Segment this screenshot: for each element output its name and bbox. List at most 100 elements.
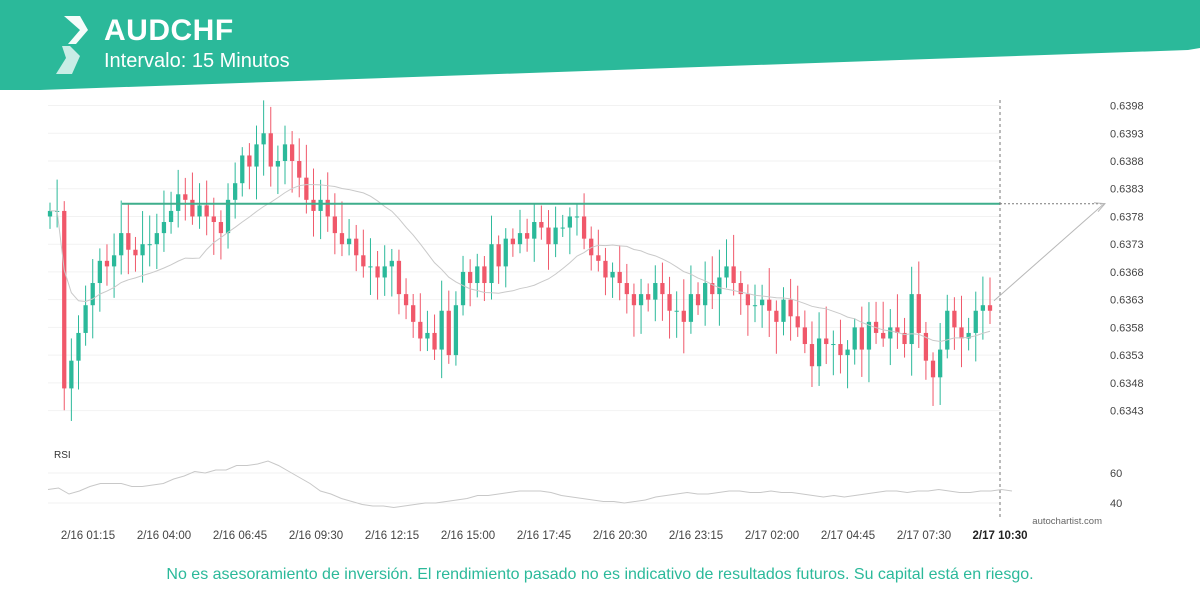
candle-body <box>603 260 608 278</box>
banner-shape <box>0 0 1200 90</box>
bearish-candle <box>432 314 437 360</box>
candle-body <box>660 283 665 295</box>
current-time-label: 2/17 10:30 <box>973 530 1028 542</box>
bullish-candle <box>76 315 81 390</box>
bearish-candle <box>952 297 957 350</box>
candle-body <box>325 199 330 217</box>
candle-body <box>710 283 715 295</box>
time-axis: 2/16 01:15 2/16 04:00 2/16 06:45 2/16 09:30… <box>61 516 1102 542</box>
time-tick-label: 2/16 17:45 <box>517 530 571 542</box>
candle-body <box>225 199 231 234</box>
candle-body <box>453 305 459 356</box>
candle-body <box>802 327 807 345</box>
candle-body <box>496 244 501 267</box>
bullish-candle <box>674 291 679 338</box>
bearish-candle <box>859 306 864 377</box>
candle-body <box>204 205 209 217</box>
candle-body <box>168 210 174 223</box>
bullish-candle <box>945 294 950 359</box>
time-tick-label: 2/16 06:45 <box>213 530 267 542</box>
bullish-candle <box>759 284 765 328</box>
candle-body <box>140 244 145 256</box>
candle-body <box>183 194 188 200</box>
bearish-candle <box>710 256 715 310</box>
projection-arrow-line <box>993 203 1105 302</box>
bullish-candle <box>532 204 537 262</box>
candle-body <box>809 344 815 367</box>
timeframe-label: Intervalo: 15 Minutos <box>104 50 290 72</box>
risk-disclaimer: No es asesoramiento de inversión. El ren… <box>166 566 1034 583</box>
candle-body <box>959 327 964 339</box>
bearish-candle <box>881 301 886 347</box>
candle-body <box>824 338 829 345</box>
candle-body <box>553 227 558 245</box>
candle-body <box>624 283 629 295</box>
candle-body <box>133 249 138 256</box>
bullish-candle <box>653 265 658 322</box>
bullish-candle <box>503 228 508 288</box>
bearish-candle <box>218 210 224 260</box>
bullish-candle <box>47 202 53 229</box>
bullish-candle <box>781 287 786 336</box>
candle-body <box>695 294 701 306</box>
bullish-candle <box>161 190 167 252</box>
candle-body <box>866 321 872 350</box>
candle-body <box>76 332 81 361</box>
bullish-candle <box>389 248 394 297</box>
bearish-candle <box>581 193 587 250</box>
candle-body <box>646 294 651 300</box>
bullish-candle <box>439 280 444 379</box>
candle-body <box>475 266 480 284</box>
bearish-candle <box>788 278 793 341</box>
price-tick-label: 0.6363 <box>1110 295 1144 307</box>
bullish-candle <box>831 330 836 376</box>
price-tick-label: 0.6368 <box>1110 267 1144 279</box>
bullish-candle <box>97 248 102 312</box>
bullish-candle <box>254 125 259 200</box>
bullish-candle <box>610 262 615 298</box>
candle-body <box>176 194 181 211</box>
bearish-candle <box>311 168 316 237</box>
candle-body <box>987 305 993 311</box>
candle-body <box>888 327 893 339</box>
candle-body <box>332 216 337 234</box>
time-tick-label: 2/16 20:30 <box>593 530 647 542</box>
time-tick-label: 2/17 04:45 <box>821 530 875 542</box>
candle-body <box>916 294 921 333</box>
price-tick-label: 0.6373 <box>1110 239 1144 251</box>
candle-body <box>767 299 772 311</box>
candle-body <box>275 161 281 167</box>
candle-body <box>425 332 430 339</box>
bearish-candle <box>902 317 907 358</box>
candle-body <box>909 294 914 345</box>
candle-body <box>532 222 537 239</box>
bearish-candle <box>104 244 110 286</box>
candle-body <box>503 238 508 267</box>
bullish-candle <box>425 310 430 352</box>
bullish-candle <box>176 169 181 228</box>
time-tick-label: 2/16 23:15 <box>669 530 723 542</box>
bearish-candle <box>133 236 138 272</box>
grid-lines <box>48 105 1000 412</box>
bullish-candle <box>282 125 288 185</box>
candle-body <box>90 283 95 306</box>
bearish-candle <box>795 285 800 337</box>
candle-body <box>211 216 216 223</box>
candle-body <box>524 233 530 239</box>
bullish-candle <box>938 323 943 405</box>
time-tick-label: 2/16 09:30 <box>289 530 343 542</box>
candle-body <box>126 233 131 250</box>
candle-body <box>361 255 366 267</box>
price-tick-label: 0.6343 <box>1110 406 1144 418</box>
bearish-candle <box>660 262 665 321</box>
bearish-candle <box>375 250 380 300</box>
bearish-candle <box>738 271 743 315</box>
candle-body <box>439 310 444 350</box>
bearish-candle <box>396 249 402 315</box>
candle-body <box>752 305 758 307</box>
bullish-candle <box>866 302 872 383</box>
bearish-candle <box>646 283 651 312</box>
bearish-candle <box>589 226 594 271</box>
bearish-candle <box>539 205 544 240</box>
instrument-symbol: AUDCHF <box>104 14 234 47</box>
